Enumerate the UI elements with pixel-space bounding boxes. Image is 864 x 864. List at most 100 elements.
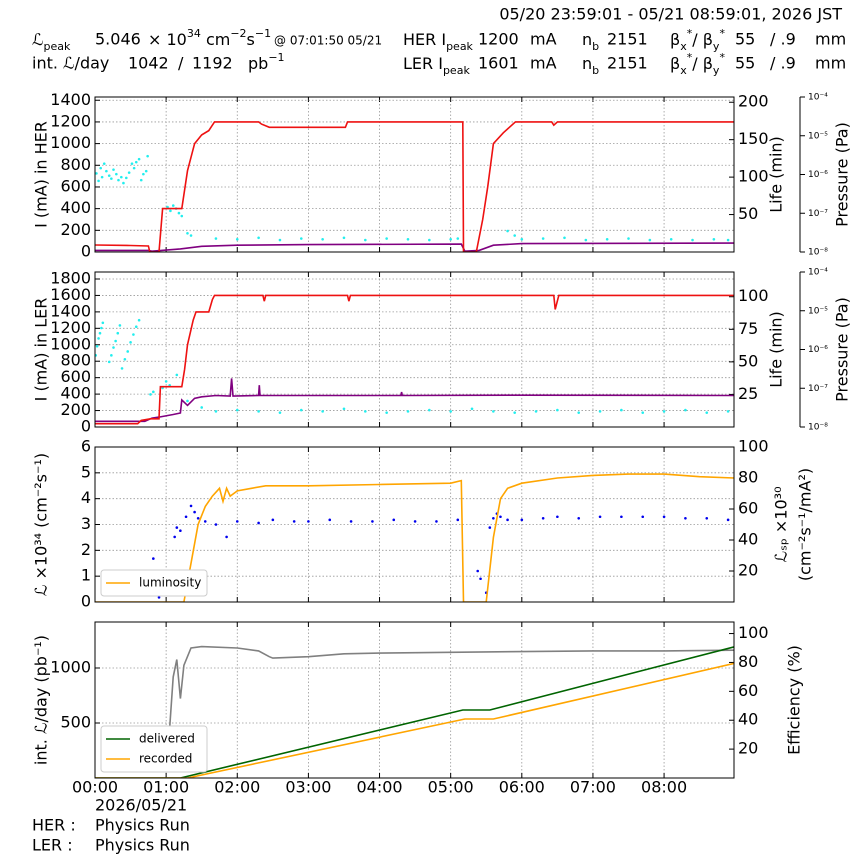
y2-tick-label: 60	[738, 681, 758, 700]
y3-tick-label: 10⁻⁸	[808, 423, 828, 433]
x-tick-label: 01:00	[143, 778, 189, 797]
series-point	[175, 373, 179, 377]
series-line	[95, 646, 734, 778]
series-point	[641, 411, 645, 414]
series-point	[349, 520, 353, 523]
current-unit: mA	[530, 30, 557, 49]
series-point	[214, 237, 218, 240]
series-point	[328, 518, 332, 522]
series-point	[278, 411, 282, 414]
y2-axis-title: (cm⁻²s⁻¹/mA²)	[796, 468, 815, 581]
series-point	[123, 357, 127, 361]
series-point	[385, 237, 388, 240]
series-point	[179, 529, 182, 532]
series-point	[520, 518, 524, 522]
beta-unit: mm	[815, 54, 846, 73]
series-point	[364, 410, 367, 413]
series-point	[712, 237, 716, 241]
series-point	[95, 354, 98, 357]
series-point	[605, 237, 609, 241]
series-point	[105, 169, 108, 173]
series-point	[97, 337, 100, 340]
beta-label: βx*/ βy*	[670, 27, 725, 53]
y-tick-label: 400	[60, 198, 91, 217]
series-point	[321, 410, 324, 413]
lum-peak: 5.046	[95, 30, 141, 49]
x-tick-label: 07:00	[570, 778, 616, 797]
series-point	[112, 346, 115, 349]
series-point	[541, 237, 545, 240]
series-point	[278, 238, 282, 242]
text-part: β	[670, 54, 680, 73]
series-point	[235, 237, 239, 241]
series-point	[124, 176, 128, 180]
series-point	[470, 407, 474, 411]
series-point	[598, 410, 602, 413]
series-point	[117, 178, 120, 182]
series-point	[132, 166, 136, 170]
text-part: / β	[692, 30, 713, 49]
series-point	[641, 515, 645, 519]
series-point	[513, 411, 516, 414]
unit-text: pb	[248, 54, 268, 73]
series-line	[95, 473, 734, 602]
series-point	[556, 408, 559, 412]
series-point	[193, 510, 196, 514]
series-point	[177, 211, 181, 215]
y3-axis-title: Pressure (Pa)	[833, 297, 852, 402]
series-point	[691, 238, 694, 242]
series-point	[152, 557, 155, 560]
series-point	[139, 178, 143, 182]
series-point	[132, 333, 135, 336]
series-point	[385, 411, 388, 414]
series-point	[492, 517, 495, 520]
y-axis-title: int. ℒ/day (pb⁻¹)	[32, 635, 51, 765]
y-tick-label: 500	[60, 712, 91, 731]
series-point	[705, 411, 709, 414]
series-point	[342, 236, 346, 240]
y3-tick-label: 10⁻⁷	[808, 384, 828, 394]
y2-axis-title: Life (min)	[767, 136, 786, 213]
series-point	[196, 517, 200, 520]
plot-frame	[94, 271, 735, 428]
series-point	[584, 238, 588, 242]
series-point	[476, 569, 480, 573]
nb: 2151	[607, 54, 648, 73]
y3-tick-label: 10⁻⁸	[808, 248, 828, 258]
series-point	[225, 535, 228, 539]
series-point	[184, 515, 188, 519]
y-tick-label: 1600	[50, 285, 91, 304]
series-point	[392, 518, 396, 522]
series-point	[257, 410, 260, 413]
series-point	[100, 326, 103, 330]
series-point	[164, 380, 168, 383]
series-point	[449, 237, 452, 241]
plot-frame	[94, 446, 735, 603]
y3-tick-label: 10⁻⁵	[808, 306, 828, 316]
y2-tick-label: 200	[738, 92, 769, 111]
series-point	[97, 179, 100, 183]
series-point	[137, 318, 141, 322]
y-tick-label: 200	[60, 220, 91, 239]
y-tick-label: 1000	[50, 334, 91, 353]
text-part: peak	[443, 64, 470, 77]
y-tick-label: 6	[81, 437, 91, 456]
series-point	[101, 321, 105, 325]
run-state: Physics Run	[95, 816, 190, 835]
series-point	[299, 237, 303, 240]
series-point	[726, 238, 730, 242]
series-point	[541, 517, 545, 520]
period: 05/20 23:59:01 - 05/21 08:59:01, 2026 JS…	[499, 5, 842, 24]
series-point	[563, 236, 566, 240]
label-sub: peak	[44, 40, 71, 53]
series-point	[186, 231, 189, 235]
y-tick-label: 400	[60, 384, 91, 403]
y-tick-label: 1200	[50, 111, 91, 130]
ring-name: HER :	[32, 816, 76, 835]
x-tick-label: 02:00	[214, 778, 260, 797]
series-point	[726, 410, 730, 413]
y2-tick-label: 20	[738, 561, 758, 580]
series-point	[506, 518, 509, 522]
text-part: *	[719, 27, 725, 40]
y2-tick-label: 20	[738, 739, 758, 758]
